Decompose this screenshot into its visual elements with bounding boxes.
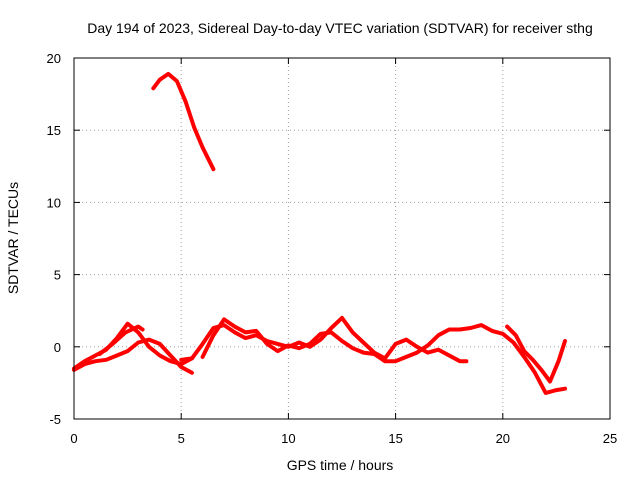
y-tick-label: 5 bbox=[54, 268, 61, 283]
y-tick-label: 15 bbox=[47, 123, 61, 138]
series-layer bbox=[72, 71, 567, 395]
plot-frame bbox=[73, 57, 611, 420]
x-axis-label: GPS time / hours bbox=[287, 457, 394, 473]
axis-ticks: 0 5 10 15 20 25 -5 0 5 10 15 20 bbox=[47, 51, 618, 446]
x-tick-label: 25 bbox=[603, 431, 617, 446]
series-line-arc-4 bbox=[151, 71, 216, 172]
y-axis-label: SDTVAR / TECUs bbox=[5, 182, 21, 294]
x-tick-label: 5 bbox=[178, 431, 185, 446]
y-tick-label: 0 bbox=[54, 340, 61, 355]
series-line-arc-7 bbox=[505, 324, 567, 384]
chart-title: Day 194 of 2023, Sidereal Day-to-day VTE… bbox=[87, 20, 593, 36]
series-line-arc-2 bbox=[72, 337, 194, 375]
y-tick-label: -5 bbox=[49, 412, 61, 427]
x-tick-label: 10 bbox=[281, 431, 295, 446]
x-tick-label: 0 bbox=[70, 431, 77, 446]
x-tick-label: 20 bbox=[496, 431, 510, 446]
y-tick-label: 10 bbox=[47, 195, 61, 210]
series-line-arc-3 bbox=[97, 324, 145, 356]
x-tick-label: 15 bbox=[388, 431, 402, 446]
y-tick-label: 20 bbox=[47, 51, 61, 66]
series-line-arc-6 bbox=[200, 317, 567, 395]
